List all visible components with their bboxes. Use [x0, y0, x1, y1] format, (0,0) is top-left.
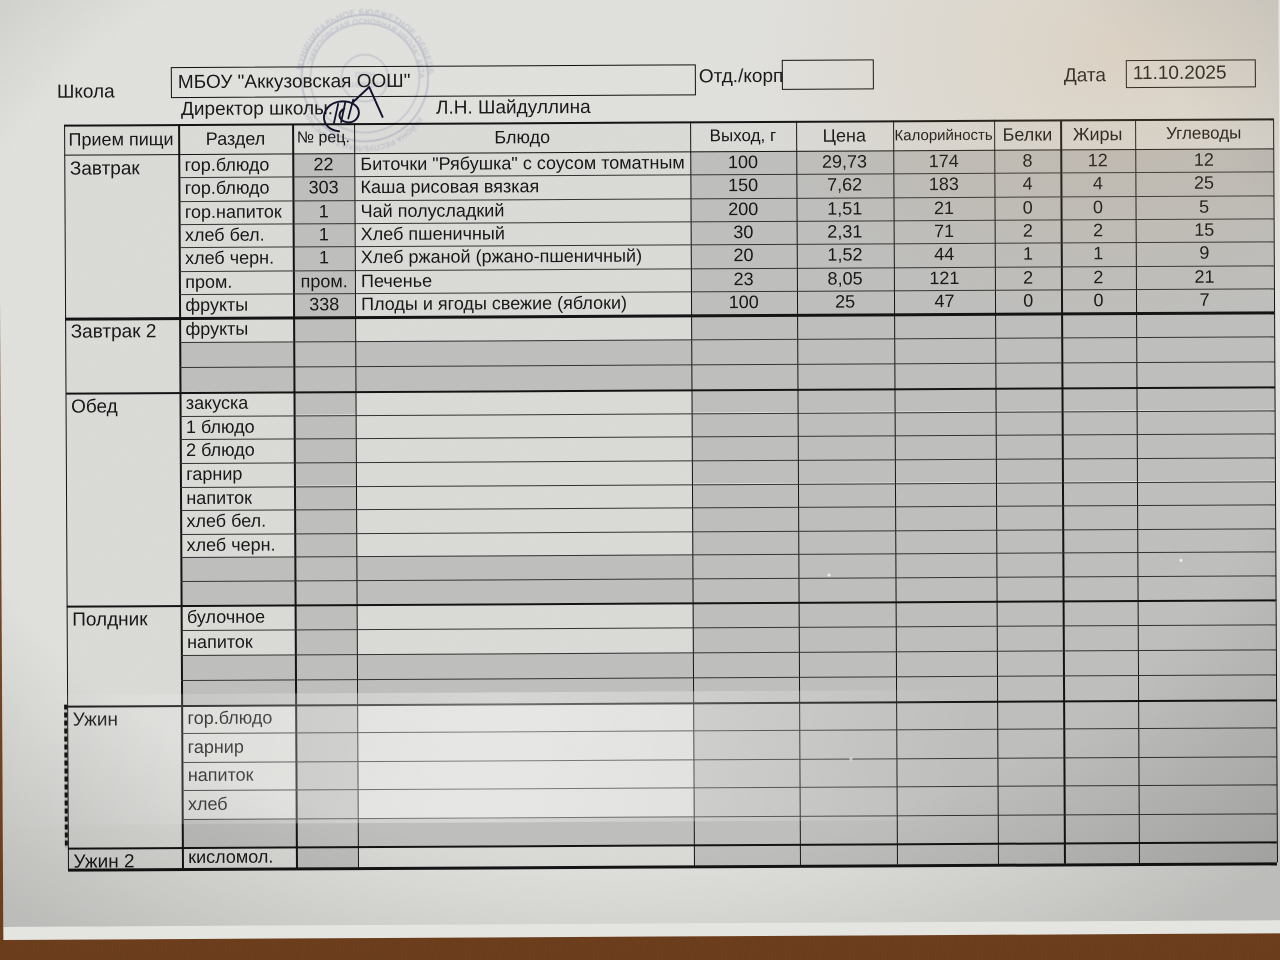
svg-text:ОГРН: ОГРН	[355, 70, 375, 79]
svg-text:МУНИЦИПАЛЬНОЕ БЮДЖЕТНОЕ ОБЩЕОБ: МУНИЦИПАЛЬНОЕ БЮДЖЕТНОЕ ОБЩЕОБРАЗОВАТЕЛЬ…	[291, 5, 435, 76]
